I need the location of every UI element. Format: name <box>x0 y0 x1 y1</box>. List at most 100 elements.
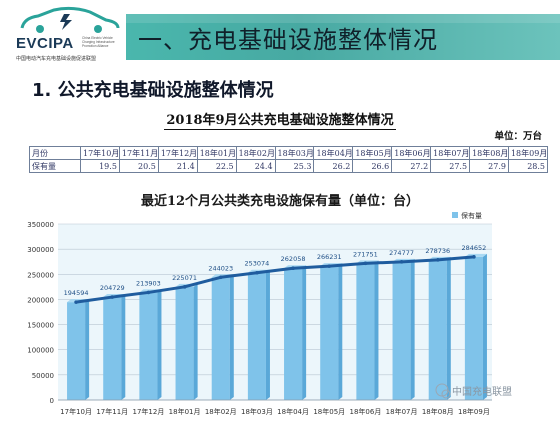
bar-side <box>410 258 415 400</box>
data-table: 月份 17年10月 17年11月 17年12月 18年01月 18年02月 18… <box>29 146 549 173</box>
table-month-cell: 17年12月 <box>157 146 198 160</box>
table-value-cell: 26.2 <box>313 159 354 173</box>
table-value-row: 保有量 19.5 20.5 21.4 22.5 24.4 25.3 26.2 2… <box>29 159 549 173</box>
table-value-cell: 25.3 <box>274 159 315 173</box>
table-value-cell: 26.6 <box>352 159 393 173</box>
y-tick-label: 100000 <box>27 347 54 355</box>
table-value-cell: 19.5 <box>80 159 120 173</box>
evcipa-logo: EVCIPA China Electric Vehicle Charging I… <box>14 6 126 64</box>
trend-point <box>399 260 404 264</box>
x-tick-label: 18年07月 <box>386 407 418 416</box>
x-tick-label: 18年01月 <box>169 407 201 416</box>
trend-point <box>255 270 259 275</box>
table-header-label: 月份 <box>29 146 81 160</box>
logo-subtitle-cn: 中国电动汽车充电基础设施促进联盟 <box>16 56 97 62</box>
car-logo-icon <box>20 6 120 33</box>
bar <box>247 272 266 400</box>
x-tick-label: 18年09月 <box>458 407 490 416</box>
bar-side <box>121 294 126 400</box>
bar <box>392 261 411 400</box>
table-month-cell: 18年05月 <box>352 146 393 160</box>
table-value-cell: 24.4 <box>235 159 276 173</box>
data-label: 204729 <box>100 284 125 292</box>
table-month-cell: 18年09月 <box>507 146 549 160</box>
table-month-cell: 18年08月 <box>469 146 509 160</box>
bar <box>211 277 230 400</box>
bar-side <box>338 263 343 400</box>
logo-subtitle-en: China Electric Vehicle Charging Infrastr… <box>82 36 115 48</box>
bar <box>284 268 303 400</box>
data-label: 284652 <box>462 244 487 252</box>
data-label: 253074 <box>245 260 270 268</box>
table-month-cell: 18年06月 <box>391 146 432 160</box>
table-value-cell: 22.5 <box>196 159 237 173</box>
watermark-text: 中国充电联盟 <box>452 385 512 398</box>
bar-side <box>482 253 487 400</box>
data-label: 271751 <box>353 250 378 258</box>
data-label: 244023 <box>208 264 233 272</box>
trend-line <box>75 255 475 304</box>
trend-point <box>182 285 187 289</box>
legend-label: 保有量 <box>461 211 482 220</box>
trend-point <box>327 264 332 268</box>
x-tick-label: 18年04月 <box>277 407 309 416</box>
bar-side <box>229 274 234 400</box>
data-label: 262058 <box>281 255 306 263</box>
y-tick-label: 350000 <box>27 221 54 229</box>
section-heading: 1. 公共充电基础设施整体情况 <box>32 80 274 101</box>
table-value-cell: 27.9 <box>469 159 509 173</box>
bar-side <box>193 283 198 400</box>
wechat-icon-bubble <box>441 389 451 399</box>
y-tick-label: 300000 <box>27 246 54 254</box>
bar <box>428 259 447 400</box>
bar-side <box>446 256 451 400</box>
x-tick-label: 18年05月 <box>313 407 345 416</box>
y-tick-label: 250000 <box>27 271 54 279</box>
x-tick-label: 17年11月 <box>96 407 128 416</box>
table-month-cell: 18年01月 <box>196 146 237 160</box>
table-value-cell: 27.5 <box>430 159 471 173</box>
bar-side <box>374 260 379 400</box>
y-tick-label: 200000 <box>27 296 54 304</box>
table-month-cell: 17年10月 <box>80 146 120 160</box>
x-tick-label: 17年12月 <box>133 407 165 416</box>
trend-point <box>291 266 295 271</box>
table-unit: 单位：万台 <box>494 131 542 142</box>
data-label: 266231 <box>317 253 342 261</box>
slide-title: 一、充电基础设施整体情况 <box>138 26 438 54</box>
data-label: 194594 <box>64 289 89 297</box>
table-month-cell: 17年11月 <box>118 146 159 160</box>
x-tick-label: 18年03月 <box>241 407 273 416</box>
bar <box>103 297 122 400</box>
table-value-cell: 28.5 <box>507 159 549 173</box>
y-tick-label: 0 <box>50 397 54 405</box>
bar-chart: 0 50000 100000 150000 200000 250000 300000 3500… <box>27 211 512 416</box>
bar-side <box>85 299 90 400</box>
data-label: 278736 <box>425 247 450 255</box>
table-value-cell: 20.5 <box>118 159 159 173</box>
bar <box>67 302 86 400</box>
table-title-text: 2018年9月公共充电基础设施整体情况 <box>164 109 396 130</box>
trend-point <box>435 258 440 262</box>
y-tick-label: 50000 <box>32 372 54 380</box>
plot-area <box>58 224 492 400</box>
table-value-cell: 27.2 <box>391 159 432 173</box>
legend-swatch <box>452 212 458 218</box>
bar <box>139 292 158 400</box>
trend-point <box>146 290 151 295</box>
table-value-label: 保有量 <box>29 159 81 173</box>
table-value-cell: 21.4 <box>157 159 198 173</box>
data-label: 213903 <box>136 279 161 287</box>
table-month-cell: 18年02月 <box>235 146 276 160</box>
bar <box>356 263 375 400</box>
bar-side <box>302 265 307 400</box>
data-label: 225071 <box>172 274 197 282</box>
table-title: 2018年9月公共充电基础设施整体情况 <box>0 109 560 130</box>
bar <box>464 256 483 400</box>
trend-point <box>218 275 223 280</box>
bar <box>175 286 194 400</box>
table-header-row: 月份 17年10月 17年11月 17年12月 18年01月 18年02月 18… <box>29 146 549 160</box>
data-label: 274777 <box>389 249 414 257</box>
bar-side <box>265 269 270 400</box>
chart-title: 最近12个月公共类充电设施保有量（单位：台） <box>140 194 420 209</box>
